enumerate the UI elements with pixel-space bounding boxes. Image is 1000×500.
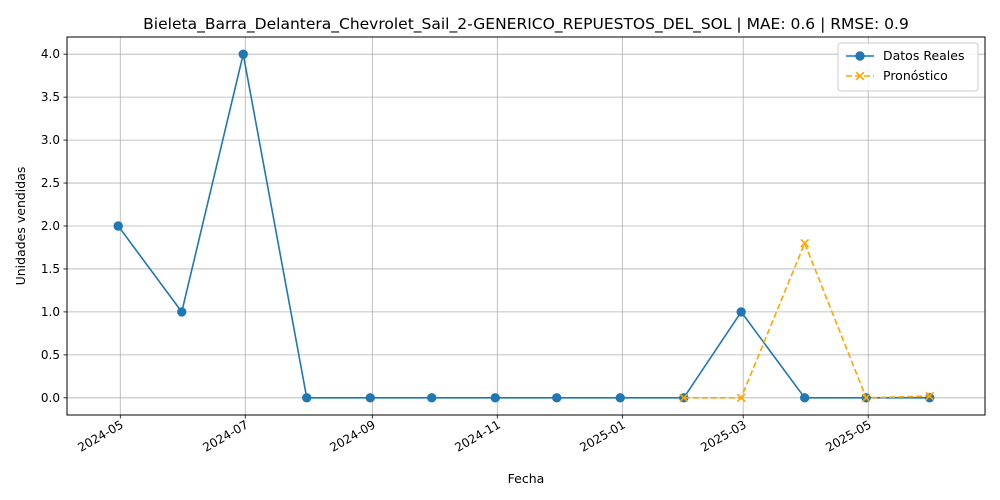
legend-box <box>837 42 979 92</box>
x-axis-label: Fecha <box>508 471 545 486</box>
data-point <box>615 393 625 403</box>
y-tick-label: 1.5 <box>41 262 60 276</box>
chart-title: Bieleta_Barra_Delantera_Chevrolet_Sail_2… <box>143 15 909 34</box>
y-tick-label: 2.5 <box>41 176 60 190</box>
legend-entry: Pronóstico <box>883 68 948 83</box>
data-point <box>177 307 187 317</box>
data-point <box>736 307 746 317</box>
data-point <box>861 393 871 403</box>
data-point <box>679 393 689 403</box>
data-point <box>800 238 810 248</box>
legend: Datos Reales Pronóstico <box>837 42 979 92</box>
y-tick-label: 3.0 <box>41 133 60 147</box>
legend-swatch-marker <box>855 51 865 61</box>
legend-swatch-marker <box>855 71 865 81</box>
series-line <box>683 242 930 399</box>
series-line <box>117 53 930 399</box>
series-layer <box>113 49 935 403</box>
y-tick-label: 0.0 <box>41 391 60 405</box>
y-tick-label: 3.5 <box>41 90 60 104</box>
data-point <box>799 393 810 403</box>
y-tick-label: 2.0 <box>41 219 60 233</box>
y-tick-label: 4.0 <box>41 47 60 61</box>
data-point <box>925 391 935 401</box>
data-point <box>302 393 312 403</box>
y-tick-label: 0.5 <box>41 348 60 362</box>
data-point <box>427 393 437 403</box>
legend-entry: Datos Reales <box>883 48 964 63</box>
data-point <box>238 49 248 59</box>
data-point <box>924 393 935 403</box>
y-tick-label: 1.0 <box>41 305 60 319</box>
y-axis-label: Unidades vendidas <box>13 167 28 286</box>
series-actual <box>113 49 935 403</box>
data-point <box>365 393 375 403</box>
data-point <box>552 393 562 403</box>
data-point <box>113 221 123 231</box>
data-point <box>490 393 500 403</box>
data-point <box>736 393 746 403</box>
series-forecast <box>679 238 935 403</box>
